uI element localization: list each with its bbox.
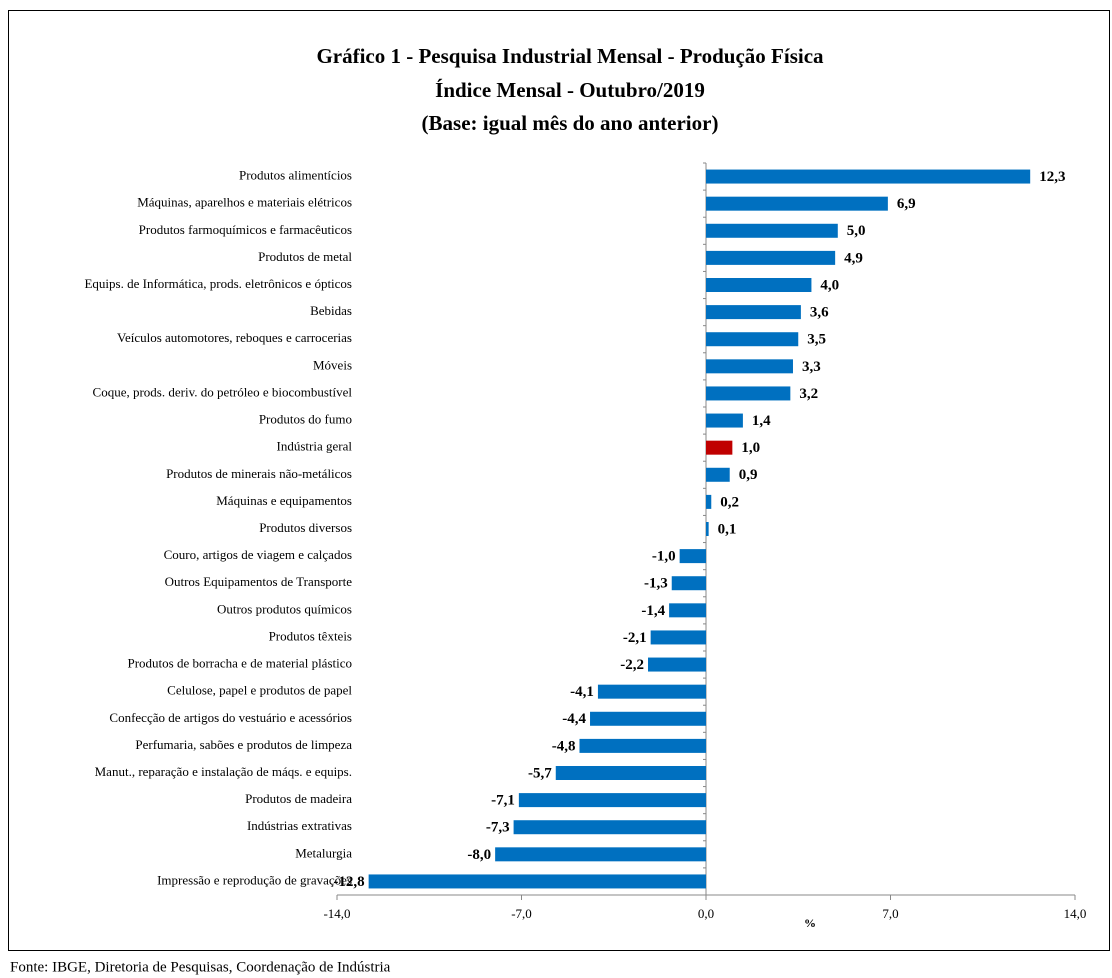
- value-label: 3,3: [802, 359, 821, 375]
- y-tick-label: Veículos automotores, reboques e carroce…: [117, 330, 352, 345]
- bar: [555, 766, 706, 780]
- x-tick-label: 0,0: [698, 906, 714, 921]
- value-label: 6,9: [897, 196, 916, 212]
- y-tick-label: Metalurgia: [295, 845, 352, 860]
- bar: [579, 738, 706, 753]
- value-label: -5,7: [528, 765, 552, 781]
- bar: [597, 684, 706, 699]
- y-tick-label: Máquinas, aparelhos e materiais elétrico…: [137, 195, 352, 210]
- bar: [706, 250, 836, 265]
- value-label: -2,1: [623, 630, 647, 646]
- bar: [679, 549, 706, 564]
- y-tick-label: Produtos de borracha e de material plást…: [127, 656, 352, 671]
- chart-border: [8, 10, 1110, 951]
- value-label: -4,8: [552, 738, 576, 754]
- value-label: 3,2: [799, 386, 818, 402]
- bar: [706, 196, 888, 211]
- value-label: 12,3: [1039, 169, 1065, 185]
- y-tick-label: Produtos farmoquímicos e farmacêuticos: [139, 222, 352, 237]
- value-label: 1,4: [752, 413, 771, 429]
- bar: [368, 874, 706, 889]
- x-tick-label: 7,0: [882, 906, 898, 921]
- bar: [706, 305, 801, 320]
- value-label: 4,0: [820, 277, 839, 293]
- chart-title: Índice Mensal - Outubro/2019: [435, 78, 705, 102]
- x-tick-label: -14,0: [323, 906, 350, 921]
- value-label: 4,9: [844, 250, 863, 266]
- value-label: -1,4: [641, 603, 665, 619]
- value-label: -4,1: [570, 684, 594, 700]
- chart-title: Gráfico 1 - Pesquisa Industrial Mensal -…: [316, 44, 824, 68]
- y-tick-label: Bebidas: [310, 303, 352, 318]
- value-label: 0,1: [718, 521, 737, 537]
- value-label: -7,3: [486, 820, 510, 836]
- bar: [706, 332, 799, 347]
- bar: [706, 169, 1031, 184]
- bar: [706, 278, 812, 292]
- value-label: -8,0: [467, 847, 491, 863]
- y-tick-label: Confecção de artigos do vestuário e aces…: [109, 710, 352, 725]
- y-tick-label: Celulose, papel e produtos de papel: [167, 683, 352, 698]
- bar: [706, 467, 730, 482]
- y-tick-label: Produtos de madeira: [245, 791, 352, 806]
- y-tick-label: Outros Equipamentos de Transporte: [165, 574, 353, 589]
- bar: [495, 847, 706, 862]
- value-label: -7,1: [491, 793, 515, 809]
- y-tick-label: Produtos têxteis: [269, 628, 352, 643]
- y-tick-label: Outros produtos químicos: [217, 601, 352, 616]
- value-label: 3,5: [807, 332, 826, 348]
- bar: [706, 522, 709, 536]
- y-tick-label: Manut., reparação e instalação de máqs. …: [95, 764, 352, 779]
- bar: [671, 576, 706, 591]
- value-label: 3,6: [810, 305, 829, 321]
- bar: [706, 413, 743, 428]
- value-label: 0,9: [739, 467, 758, 483]
- y-tick-label: Produtos de minerais não-metálicos: [166, 466, 352, 481]
- value-label: -2,2: [620, 657, 644, 673]
- chart-title: (Base: igual mês do ano anterior): [422, 111, 719, 135]
- x-tick-label: -7,0: [511, 906, 532, 921]
- bar: [513, 820, 706, 835]
- y-tick-label: Produtos do fumo: [259, 412, 352, 427]
- y-tick-label: Couro, artigos de viagem e calçados: [164, 547, 352, 562]
- y-tick-label: Indústria geral: [277, 439, 353, 454]
- y-tick-label: Produtos de metal: [258, 249, 352, 264]
- bar: [518, 793, 706, 808]
- value-label: 5,0: [847, 223, 866, 239]
- bar: [669, 603, 706, 618]
- value-label: -1,0: [652, 549, 676, 565]
- y-tick-label: Indústrias extrativas: [247, 818, 352, 833]
- y-tick-label: Máquinas e equipamentos: [216, 493, 352, 508]
- y-tick-label: Perfumaria, sabões e produtos de limpeza: [135, 737, 352, 752]
- value-label: 1,0: [741, 440, 760, 456]
- bar: [706, 386, 791, 401]
- value-label: -4,4: [562, 711, 586, 727]
- y-tick-label: Impressão e reprodução de gravações: [157, 872, 352, 887]
- bar: [706, 359, 793, 374]
- x-axis-label: %: [804, 916, 816, 930]
- bar: [706, 223, 838, 238]
- bar: [706, 494, 712, 509]
- x-tick-label: 14,0: [1064, 906, 1087, 921]
- y-tick-label: Produtos alimentícios: [239, 168, 352, 183]
- source-note: Fonte: IBGE, Diretoria de Pesquisas, Coo…: [10, 959, 391, 975]
- value-label: -1,3: [644, 576, 668, 592]
- value-label: 0,2: [720, 494, 739, 510]
- y-tick-label: Produtos diversos: [259, 520, 352, 535]
- y-tick-label: Equips. de Informática, prods. eletrônic…: [84, 276, 352, 291]
- bar: [706, 440, 733, 455]
- bar: [650, 630, 706, 645]
- y-tick-label: Móveis: [313, 357, 352, 372]
- bar: [590, 711, 706, 726]
- bar: [648, 657, 706, 672]
- y-tick-label: Coque, prods. deriv. do petróleo e bioco…: [93, 384, 353, 399]
- value-label: -12,8: [333, 874, 364, 890]
